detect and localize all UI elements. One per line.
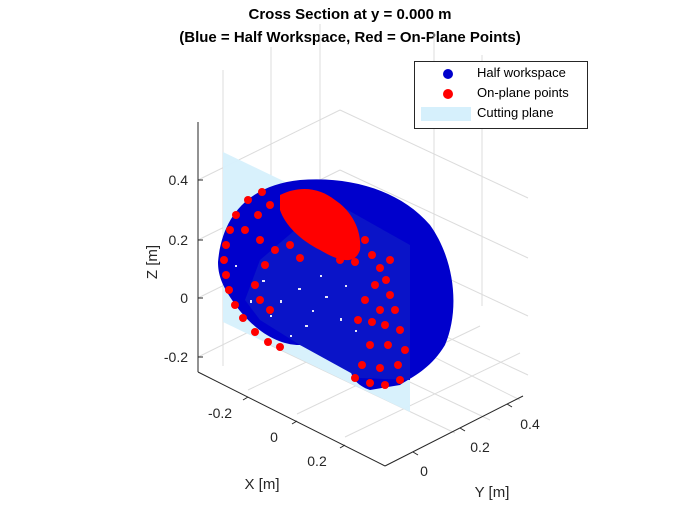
y-axis-label: Y [m] — [475, 484, 510, 501]
legend-label: Half workspace — [477, 65, 566, 80]
y-tick-0: 0 — [420, 463, 428, 479]
z-tick-0.2: 0.2 — [169, 232, 189, 248]
x-axis-label: X [m] — [244, 476, 279, 493]
z-axis-label: Z [m] — [144, 245, 161, 279]
chart-title-line2: (Blue = Half Workspace, Red = On-Plane P… — [179, 29, 521, 46]
legend-label: Cutting plane — [477, 105, 554, 120]
chart-title-line1: Cross Section at y = 0.000 m — [248, 6, 452, 23]
legend-item-half-workspace[interactable]: Half workspace — [415, 64, 587, 84]
x-tick-0.2: 0.2 — [307, 453, 327, 469]
y-tick-0.2: 0.2 — [470, 439, 490, 455]
y-tick-0.4: 0.4 — [520, 416, 540, 432]
legend-item-cutting-plane[interactable]: Cutting plane — [415, 104, 587, 124]
plane-patch-icon — [421, 107, 471, 121]
blue-marker-icon — [443, 69, 453, 79]
z-tick-neg0.2: -0.2 — [164, 349, 188, 365]
on-plane-points — [220, 188, 409, 389]
x-tick-neg0.2: -0.2 — [208, 405, 232, 421]
x-tick-0: 0 — [270, 429, 278, 445]
legend[interactable]: Half workspace On-plane points Cutting p… — [414, 61, 588, 129]
legend-item-on-plane-points[interactable]: On-plane points — [415, 84, 587, 104]
legend-label: On-plane points — [477, 85, 569, 100]
z-tick-0: 0 — [180, 290, 188, 306]
z-tick-0.4: 0.4 — [169, 172, 189, 188]
axes-lines — [197, 122, 524, 467]
red-marker-icon — [443, 89, 453, 99]
